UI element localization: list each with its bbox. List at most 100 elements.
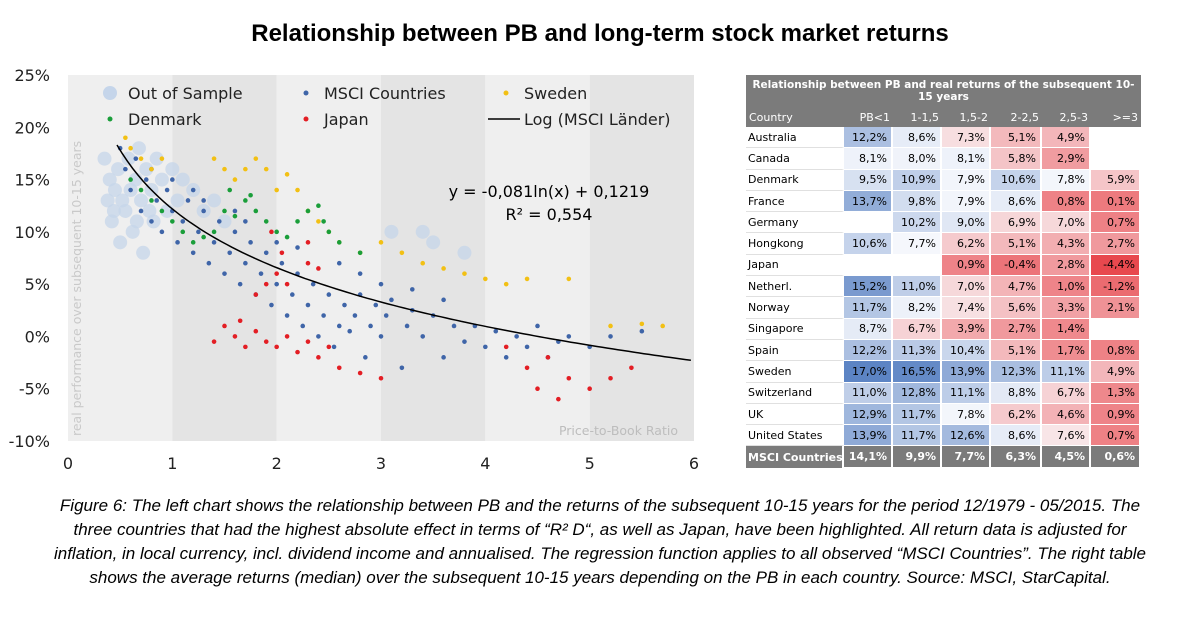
point-japan bbox=[316, 266, 321, 271]
point-japan bbox=[316, 355, 321, 360]
point-denmark bbox=[149, 198, 154, 203]
point-sweden bbox=[138, 156, 144, 161]
point-japan bbox=[237, 318, 243, 324]
point-msci-countries bbox=[232, 229, 238, 235]
point-msci-countries bbox=[368, 323, 373, 329]
point-japan bbox=[279, 250, 285, 256]
point-msci-countries bbox=[310, 281, 316, 287]
value-cell: 8,0% bbox=[893, 148, 942, 170]
value-cell: -0,4% bbox=[991, 254, 1042, 277]
value-cell: 10,6% bbox=[991, 169, 1042, 191]
table-row: Japan 0,9% -0,4% 2,8% -4,4% bbox=[746, 254, 1141, 277]
total-label-cell: MSCI Countries bbox=[746, 446, 844, 468]
point-out-of-sample bbox=[121, 151, 136, 166]
point-msci-countries bbox=[451, 323, 457, 329]
point-msci-countries bbox=[248, 240, 253, 245]
value-cell: 7,9% bbox=[942, 169, 991, 191]
value-cell: 4,9% bbox=[1091, 361, 1141, 383]
point-msci-countries bbox=[133, 156, 139, 161]
r-squared: R² = 0,554 bbox=[506, 205, 593, 224]
value-cell: 8,6% bbox=[991, 190, 1042, 213]
value-cell: 3,3% bbox=[1042, 297, 1091, 319]
point-denmark bbox=[201, 234, 206, 240]
legend-marker bbox=[107, 116, 113, 122]
x-tick-label: 2 bbox=[272, 454, 282, 473]
legend-item-out-of-sample: Out of Sample bbox=[103, 84, 243, 103]
value-cell: 0,9% bbox=[942, 254, 991, 277]
value-cell: 12,3% bbox=[991, 361, 1042, 383]
legend-marker bbox=[103, 86, 117, 100]
point-denmark bbox=[336, 240, 342, 245]
point-msci-countries bbox=[154, 198, 159, 203]
point-out-of-sample bbox=[149, 151, 164, 166]
point-msci-countries bbox=[243, 260, 248, 266]
point-denmark bbox=[232, 213, 238, 219]
plot-background bbox=[68, 75, 694, 441]
point-japan bbox=[336, 365, 342, 371]
value-cell: 0,8% bbox=[1042, 190, 1091, 213]
point-japan bbox=[556, 396, 561, 402]
value-cell bbox=[893, 254, 942, 277]
point-out-of-sample bbox=[384, 224, 399, 239]
table-title: Relationship between PB and real returns… bbox=[746, 75, 1141, 107]
legend-item-denmark: Denmark bbox=[107, 110, 202, 129]
country-cell: France bbox=[746, 190, 844, 213]
point-msci-countries bbox=[237, 281, 243, 287]
value-cell: 6,2% bbox=[991, 403, 1042, 426]
column-header: 2,5-3 bbox=[1042, 107, 1091, 127]
point-japan bbox=[545, 355, 551, 360]
x-axis: 0 1 2 3 4 5 6 bbox=[63, 454, 699, 473]
point-msci-countries bbox=[316, 334, 321, 339]
point-msci-countries bbox=[441, 297, 446, 303]
point-sweden bbox=[211, 156, 217, 161]
legend-label: Denmark bbox=[128, 110, 202, 129]
point-sweden bbox=[274, 187, 279, 193]
value-cell: 8,1% bbox=[844, 148, 893, 170]
x-tick-label: 1 bbox=[167, 454, 177, 473]
point-msci-countries bbox=[143, 177, 149, 182]
value-cell: 7,7% bbox=[893, 233, 942, 255]
point-msci-countries bbox=[373, 302, 379, 308]
value-cell: 11,7% bbox=[893, 425, 942, 447]
point-sweden bbox=[566, 276, 572, 282]
point-sweden bbox=[243, 166, 248, 172]
point-japan bbox=[305, 339, 311, 344]
value-cell: 11,7% bbox=[844, 297, 893, 319]
point-denmark bbox=[138, 187, 144, 193]
legend-item-msci-countries: MSCI Countries bbox=[303, 84, 446, 103]
point-msci-countries bbox=[227, 250, 233, 256]
point-sweden bbox=[608, 323, 613, 329]
point-sweden bbox=[232, 177, 238, 182]
point-msci-countries bbox=[175, 240, 180, 245]
value-cell: 11,0% bbox=[844, 382, 893, 404]
point-japan bbox=[269, 229, 274, 235]
point-sweden bbox=[462, 271, 467, 276]
point-japan bbox=[253, 292, 259, 297]
country-cell: Denmark bbox=[746, 169, 844, 191]
point-msci-countries bbox=[274, 281, 279, 287]
value-cell: 5,6% bbox=[991, 297, 1042, 319]
value-cell bbox=[1091, 127, 1141, 149]
point-msci-countries bbox=[222, 271, 227, 276]
plot-band bbox=[172, 75, 277, 441]
point-denmark bbox=[170, 219, 175, 224]
point-msci-countries bbox=[336, 323, 342, 329]
point-out-of-sample bbox=[207, 193, 222, 208]
value-cell: 6,7% bbox=[1042, 382, 1091, 404]
point-denmark bbox=[357, 250, 363, 256]
total-value-cell: 14,1% bbox=[844, 446, 893, 468]
y-tick-label: 0% bbox=[25, 327, 50, 346]
point-sweden bbox=[123, 135, 128, 141]
point-denmark bbox=[326, 229, 332, 235]
point-denmark bbox=[263, 219, 269, 224]
point-denmark bbox=[227, 187, 233, 193]
value-cell: 2,9% bbox=[1042, 148, 1091, 170]
point-japan bbox=[378, 375, 384, 381]
legend-label: Out of Sample bbox=[128, 84, 243, 103]
y-axis: 25% 20% 15% 10% 5% 0% -5% -10% bbox=[9, 66, 50, 451]
point-msci-countries bbox=[284, 313, 290, 318]
value-cell: 0,7% bbox=[1091, 212, 1141, 234]
point-msci-countries bbox=[342, 302, 347, 308]
value-cell: 7,0% bbox=[942, 276, 991, 298]
point-out-of-sample bbox=[134, 193, 149, 208]
